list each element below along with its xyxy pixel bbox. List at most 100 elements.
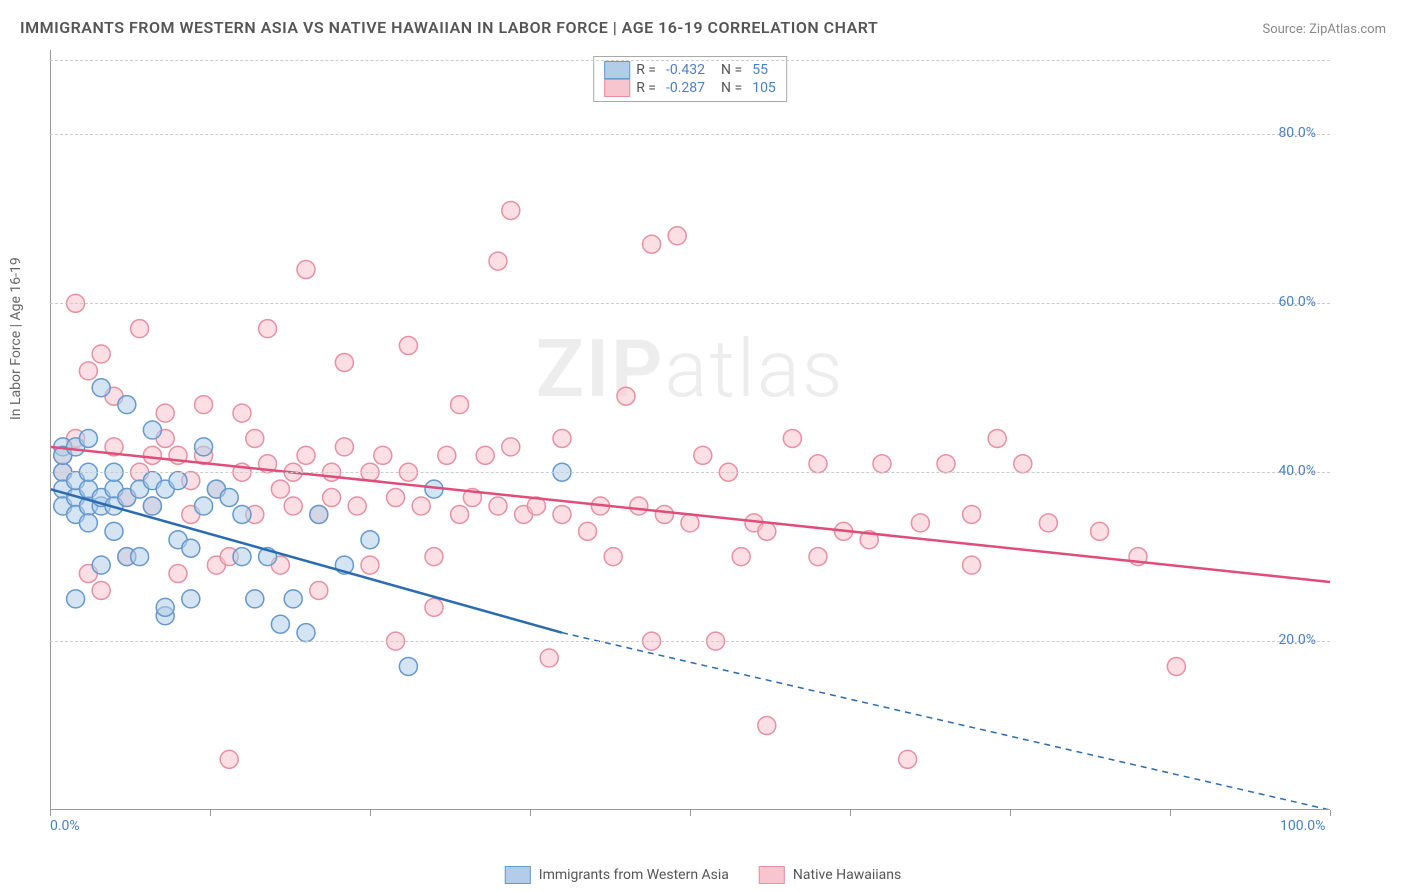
data-point [604,548,622,566]
data-point [131,548,149,566]
data-point [1014,455,1032,473]
data-point [758,522,776,540]
trend-line-extrapolated [562,633,1330,810]
data-point [131,320,149,338]
data-point [630,497,648,515]
legend-swatch [604,61,630,79]
data-point [553,505,571,523]
data-point [668,227,686,245]
bottom-legend-label: Immigrants from Western Asia [539,867,729,883]
data-point [438,446,456,464]
data-point [399,337,417,355]
data-point [387,489,405,507]
data-point [617,387,635,405]
data-point [348,497,366,515]
data-point [335,438,353,456]
data-point [297,446,315,464]
data-point [425,548,443,566]
data-point [1039,514,1057,532]
data-point [310,505,328,523]
data-point [451,396,469,414]
data-point [182,539,200,557]
data-point [579,522,597,540]
data-point [502,438,520,456]
data-point [425,598,443,616]
data-point [681,514,699,532]
data-point [655,505,673,523]
data-point [1091,522,1109,540]
data-point [92,581,110,599]
data-point [67,590,85,608]
data-point [297,261,315,279]
bottom-legend-label: Native Hawaiians [793,867,901,883]
data-point [937,455,955,473]
y-tick-label: 60.0% [1278,294,1316,310]
legend-row: R =-0.432N =55 [604,61,776,79]
data-point [899,750,917,768]
data-point [873,455,891,473]
legend-swatch [604,79,630,97]
legend-swatch [505,866,531,884]
data-point [694,446,712,464]
legend-n-label: N = [721,80,742,96]
gridline [50,60,1330,61]
data-point [169,565,187,583]
data-point [310,581,328,599]
data-point [156,598,174,616]
data-point [143,497,161,515]
y-axis [50,50,51,810]
data-point [476,446,494,464]
data-point [79,514,97,532]
gridline [50,303,1330,304]
correlation-legend: R =-0.432N =55R =-0.287N =105 [593,56,787,102]
legend-n-value: 55 [752,62,768,78]
chart-container: ZIPatlas R =-0.432N =55R =-0.287N =105 2… [50,50,1330,810]
legend-r-value: -0.287 [666,80,705,96]
data-point [143,421,161,439]
data-point [92,345,110,363]
legend-row: R =-0.287N =105 [604,79,776,97]
x-tick-mark [850,810,851,816]
data-point [809,548,827,566]
data-point [233,404,251,422]
legend-r-label: R = [636,80,656,96]
data-point [259,320,277,338]
scatter-plot [50,50,1330,810]
data-point [489,497,507,515]
data-point [156,404,174,422]
data-point [79,362,97,380]
data-point [271,480,289,498]
data-point [911,514,929,532]
x-tick-label: 0.0% [50,818,80,834]
data-point [988,429,1006,447]
legend-r-value: -0.432 [666,62,705,78]
data-point [323,489,341,507]
data-point [643,235,661,253]
data-point [220,750,238,768]
data-point [246,590,264,608]
x-tick-mark [1330,810,1331,816]
data-point [451,505,469,523]
data-point [540,649,558,667]
x-tick-mark [370,810,371,816]
y-tick-label: 20.0% [1278,632,1316,648]
data-point [143,446,161,464]
data-point [195,396,213,414]
data-point [335,353,353,371]
x-tick-label: 100.0% [1280,818,1325,834]
data-point [374,446,392,464]
gridline [50,472,1330,473]
y-tick-label: 40.0% [1278,463,1316,479]
data-point [118,396,136,414]
data-point [79,429,97,447]
chart-title: IMMIGRANTS FROM WESTERN ASIA VS NATIVE H… [20,18,878,37]
legend-r-label: R = [636,62,656,78]
y-axis-label: In Labor Force | Age 16-19 [8,257,24,420]
data-point [284,590,302,608]
data-point [809,455,827,473]
data-point [284,497,302,515]
data-point [233,548,251,566]
data-point [92,379,110,397]
gridline [50,134,1330,135]
data-point [963,505,981,523]
